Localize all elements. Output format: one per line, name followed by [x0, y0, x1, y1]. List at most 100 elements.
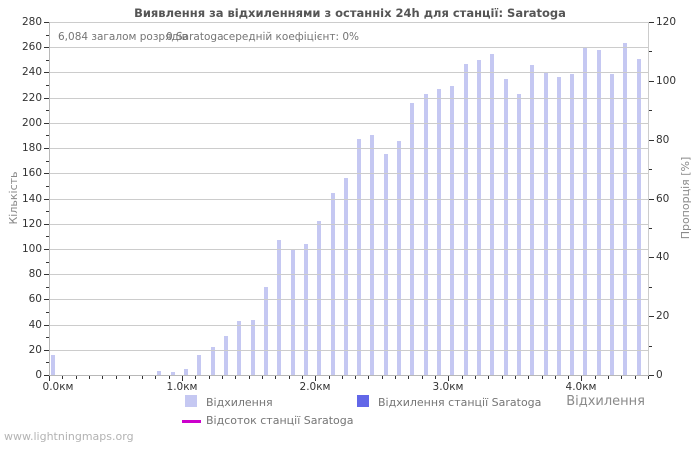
x-axis-tick-label: 4.0км [565, 381, 597, 393]
bar [304, 244, 308, 375]
y-axis-tick [46, 211, 49, 212]
x-axis-tick [329, 376, 330, 379]
x-axis-tick [116, 376, 117, 379]
x-axis-tick [368, 376, 369, 379]
bar [450, 86, 454, 375]
x-axis-tick [222, 376, 223, 379]
bar [517, 94, 521, 375]
y-axis-tick [46, 337, 49, 338]
right-axis-tick-label: 40 [656, 251, 670, 263]
right-axis-tick-label: 60 [656, 193, 670, 205]
bar [464, 64, 468, 375]
bar [251, 320, 255, 375]
y-axis-tick-label: 260 [21, 41, 42, 53]
y-axis-tick [44, 249, 49, 250]
gridline [49, 47, 648, 48]
y-axis-tick [44, 375, 49, 376]
x-axis-tick [355, 376, 356, 379]
legend-label-station-deviation: Відхилення станції Saratoga [378, 396, 542, 409]
x-axis-tick [76, 376, 77, 379]
bar [557, 77, 561, 375]
legend-label-deviation: Відхилення [206, 396, 273, 409]
gridline [49, 299, 648, 300]
right-axis-tick-label: 20 [656, 310, 670, 322]
y-axis-tick-label: 140 [21, 193, 42, 205]
bar [583, 47, 587, 375]
x-axis-tick [142, 376, 143, 379]
bar [490, 54, 494, 375]
bar [157, 371, 161, 375]
x-axis-tick [448, 376, 449, 381]
legend-swatch-station-deviation [357, 395, 369, 407]
x-axis-tick [595, 376, 596, 379]
y-axis-tick-label: 160 [21, 167, 42, 179]
y-axis-tick [46, 362, 49, 363]
bar [331, 193, 335, 375]
bar [397, 141, 401, 375]
y-axis-tick [44, 47, 49, 48]
x-axis-tick [342, 376, 343, 379]
right-axis-tick [649, 140, 654, 141]
bar [51, 355, 55, 375]
y-axis-tick [46, 35, 49, 36]
y-axis-tick-label: 220 [21, 92, 42, 104]
bar [477, 60, 481, 375]
right-axis-tick-label: 0 [656, 369, 663, 381]
x-axis-tick [262, 376, 263, 379]
bar [357, 139, 361, 375]
bar [410, 103, 414, 375]
gridline [49, 98, 648, 99]
x-axis-tick [382, 376, 383, 379]
x-axis-tick-label: 1.0км [166, 381, 198, 393]
legend-swatch-deviation [185, 395, 197, 407]
x-axis-tick [581, 376, 582, 381]
bar [264, 287, 268, 375]
x-axis-tick [275, 376, 276, 379]
bar [224, 336, 228, 375]
bar [384, 154, 388, 375]
right-axis-tick [649, 375, 654, 376]
right-axis-tick [649, 257, 654, 258]
x-axis-tick [528, 376, 529, 379]
x-axis-tick [302, 376, 303, 379]
y-axis-line [49, 22, 50, 376]
x-axis-tick [475, 376, 476, 379]
x-axis-tick-label: 0.0км [42, 381, 74, 393]
gridline [49, 123, 648, 124]
x-axis-tick [182, 376, 183, 381]
bar [637, 59, 641, 375]
gridline [49, 148, 648, 149]
y-axis-tick [46, 312, 49, 313]
y-axis-tick [46, 135, 49, 136]
y-axis-tick [44, 173, 49, 174]
plot-border-top [49, 22, 648, 23]
x-axis-tick [129, 376, 130, 379]
x-axis-tick [169, 376, 170, 379]
right-axis-tick [649, 22, 654, 23]
x-axis-tick [235, 376, 236, 379]
x-axis-tick [62, 376, 63, 379]
y-axis-tick [44, 123, 49, 124]
y-axis-tick [44, 224, 49, 225]
y-axis-tick [46, 161, 49, 162]
bar [277, 240, 281, 375]
x-axis-line [49, 375, 649, 376]
x-axis-tick [209, 376, 210, 379]
bar [544, 72, 548, 375]
y-axis-tick [44, 148, 49, 149]
y-axis-tick [44, 325, 49, 326]
x-axis-tick [315, 376, 316, 381]
gridline [49, 72, 648, 73]
bar [291, 250, 295, 375]
bar [424, 94, 428, 375]
chart-title: Виявлення за відхиленнями з останніх 24h… [134, 6, 566, 20]
y-axis-tick [46, 60, 49, 61]
x-axis-tick [195, 376, 196, 379]
y-axis-tick-label: 40 [28, 319, 42, 331]
y-axis-tick [46, 110, 49, 111]
gridline [49, 274, 648, 275]
bar [530, 65, 534, 375]
bar [171, 372, 175, 375]
y-axis-tick [46, 262, 49, 263]
